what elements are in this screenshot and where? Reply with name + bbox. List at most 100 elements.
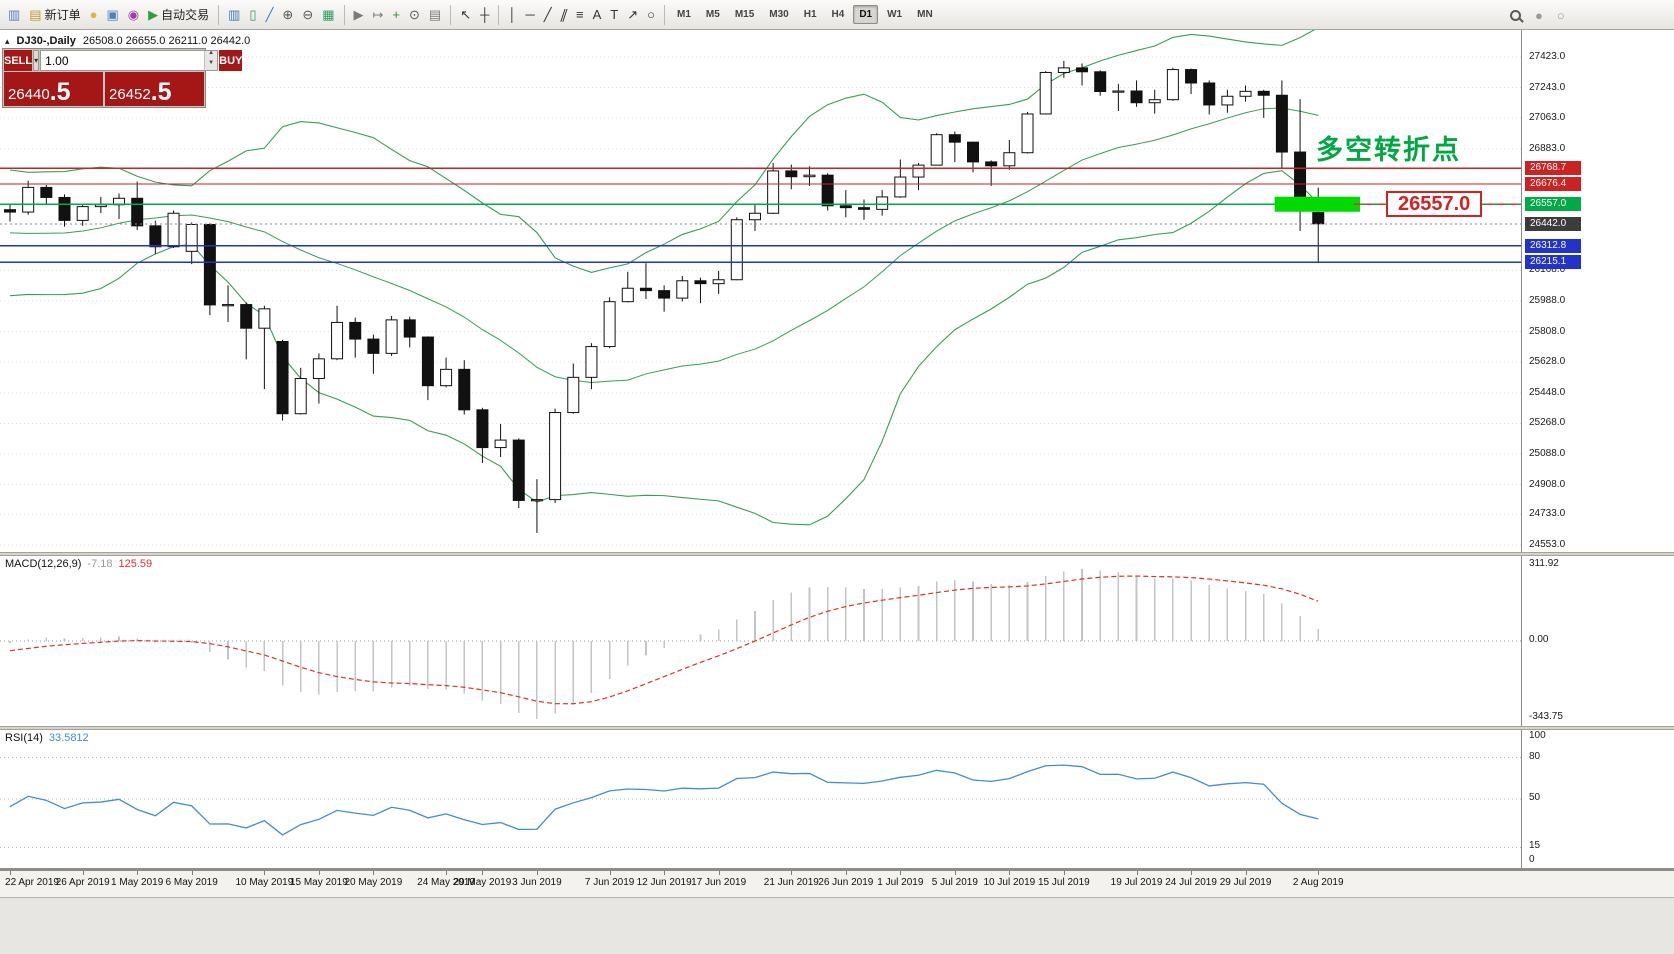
metaeditor-button[interactable]: ●: [86, 3, 102, 27]
volume-decrease-button[interactable]: ▼: [205, 60, 218, 70]
candle: [712, 279, 725, 285]
new-order-button[interactable]: ▤ 新订单: [25, 3, 84, 27]
candle: [276, 340, 289, 415]
panel-separator[interactable]: [0, 552, 1674, 556]
date-label: 29 Jul 2019: [1219, 877, 1272, 888]
trendline-button[interactable]: ╱: [540, 3, 556, 27]
timeframe-m5[interactable]: M5: [705, 9, 720, 20]
buy-price-display[interactable]: 26452.5: [105, 72, 204, 106]
time-tick: [10, 871, 11, 875]
toolbar-separator: [343, 4, 345, 25]
zoom-out-icon: ⊖: [302, 7, 314, 22]
time-tick: [954, 871, 956, 875]
date-label: 24 May 2019: [417, 877, 475, 888]
annotation-turning-point[interactable]: 多空转折点: [1316, 135, 1461, 165]
timeframe-mn[interactable]: MN: [917, 9, 933, 20]
tile-windows-button[interactable]: ▦: [318, 3, 338, 27]
date-label: 10 Jul 2019: [983, 877, 1036, 888]
price-axis[interactable]: 27423.0 27243.0 27063.0 26883.0 26168.0 25988…: [1521, 30, 1674, 868]
price-tag: 26215.1: [1525, 255, 1581, 270]
trendline-icon: ╱: [543, 7, 552, 22]
zoom-in-button[interactable]: ⊕: [278, 3, 297, 27]
periods-button[interactable]: ⊙: [405, 3, 424, 27]
timeframe-h4[interactable]: H4: [831, 9, 845, 20]
fibonacci-button[interactable]: ≡: [572, 3, 588, 27]
panel-separator[interactable]: [0, 726, 1674, 730]
candle: [1275, 94, 1288, 153]
candle: [1003, 152, 1016, 167]
order-options-dropdown[interactable]: ▾: [33, 50, 40, 71]
shapes-button[interactable]: ○: [643, 3, 659, 27]
bar-chart-button[interactable]: ▥: [224, 3, 244, 27]
rsi-axis-label: 0: [1529, 854, 1535, 865]
zoom-out-button[interactable]: ⊖: [298, 3, 317, 27]
timeframe-m30[interactable]: M30: [769, 9, 789, 20]
rsi-axis-label: 15: [1529, 840, 1541, 852]
community-icon: ◉: [127, 7, 140, 22]
one-click-panel-toggle[interactable]: ▴: [5, 35, 10, 46]
price-axis-label: 25808.0: [1529, 325, 1566, 337]
buy-button[interactable]: BUY: [219, 50, 243, 71]
date-label: 7 Jun 2019: [584, 877, 635, 888]
sell-price-display[interactable]: 26440.5: [4, 72, 103, 106]
volume-increase-button[interactable]: ▲: [205, 50, 218, 61]
candle: [203, 223, 216, 306]
rsi-axis-label: 80: [1529, 750, 1541, 762]
toolbar-separator: [498, 4, 500, 25]
text-button[interactable]: A: [589, 3, 606, 27]
channel-button[interactable]: ∥: [557, 3, 572, 27]
price-axis-label: 26168.0: [1529, 264, 1566, 276]
volume-input[interactable]: [41, 51, 205, 70]
candle: [167, 212, 180, 248]
status-area: [0, 897, 1674, 954]
candle: [1112, 90, 1125, 93]
main-chart[interactable]: [0, 30, 1521, 552]
macd-panel[interactable]: [0, 556, 1521, 726]
new-chart-icon: ▥: [8, 7, 21, 22]
autotrading-button[interactable]: ▶ 自动交易: [144, 3, 213, 27]
candle: [185, 223, 198, 252]
price-tag: 26768.7: [1525, 161, 1581, 176]
community-button[interactable]: ◉: [124, 3, 143, 27]
label-button[interactable]: T: [606, 3, 622, 27]
rsi-panel[interactable]: [0, 730, 1521, 868]
crosshair-button[interactable]: ┼: [476, 3, 493, 27]
indicators-button[interactable]: +: [388, 3, 404, 27]
auto-scroll-button[interactable]: ▶: [350, 3, 368, 27]
price-axis-label: 26883.0: [1529, 142, 1566, 154]
time-axis[interactable]: 22 Apr 2019 26 Apr 2019 1 May 2019 6 May 20…: [0, 871, 1674, 897]
candlestick-chart-button[interactable]: ▯: [245, 3, 260, 27]
timeframe-d1[interactable]: D1: [853, 5, 879, 24]
chart-shift-button[interactable]: ↦: [369, 3, 388, 27]
options-button[interactable]: ▣: [102, 3, 122, 27]
toolbar-circle-icon-1[interactable]: ●: [1531, 3, 1547, 27]
quick-search-button[interactable]: [1506, 3, 1525, 27]
macd-axis-label: -343.75: [1529, 711, 1563, 722]
arrow-tool-button[interactable]: ↗: [623, 3, 642, 27]
timeframe-w1[interactable]: W1: [887, 9, 903, 20]
date-label: 29 May 2019: [453, 877, 512, 888]
toolbar-separator: [218, 4, 220, 25]
candle: [40, 186, 53, 198]
timeframe-m15[interactable]: M15: [734, 9, 755, 20]
top-toolbar: ▥ ▤ 新订单 ● ▣ ◉ ▶ 自动交易 ▥ ▯ ╱ ⊕ ⊖ ▦ ▶ ↦ + ⊙ ▤ ↖ ┼ │ ─ ╱ ∥ ≡ A T ↗ ○ M1 M5 M…: [0, 0, 1674, 30]
price-axis-label: 25448.0: [1529, 386, 1566, 398]
vertical-line-button[interactable]: │: [504, 3, 520, 27]
timeframe-m1[interactable]: M1: [677, 9, 691, 20]
horizontal-line-button[interactable]: ─: [521, 3, 538, 27]
price-axis-label: 24553.0: [1529, 539, 1566, 550]
templates-button[interactable]: ▤: [425, 3, 445, 27]
new-chart-button[interactable]: ▥: [4, 3, 24, 27]
toolbar-circle-icon-2[interactable]: ○: [1553, 3, 1569, 27]
timeframe-h1[interactable]: H1: [803, 9, 817, 20]
zoom-in-icon: ⊕: [282, 7, 294, 22]
candle: [385, 319, 398, 354]
candle: [730, 219, 743, 281]
candle: [476, 409, 489, 449]
annotation-price-callout[interactable]: 26557.0: [1386, 191, 1483, 218]
line-chart-button[interactable]: ╱: [262, 3, 278, 27]
date-label: 1 May 2019: [111, 877, 164, 888]
sell-button[interactable]: SELL: [4, 50, 33, 71]
candle: [549, 412, 562, 501]
cursor-button[interactable]: ↖: [456, 3, 475, 27]
